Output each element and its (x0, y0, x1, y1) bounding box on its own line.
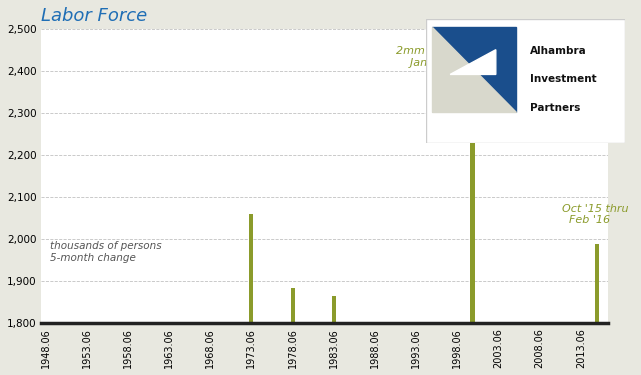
Text: Alhambra: Alhambra (529, 46, 587, 56)
Bar (331, 296, 336, 323)
Text: Labor Force: Labor Force (42, 7, 147, 25)
Polygon shape (450, 50, 496, 74)
FancyBboxPatch shape (432, 27, 516, 112)
Bar (470, 29, 474, 323)
Bar (290, 288, 295, 323)
Polygon shape (432, 27, 516, 112)
Text: thousands of persons
5-month change: thousands of persons 5-month change (50, 241, 162, 262)
Text: Investment: Investment (529, 74, 596, 84)
Text: Oct '15 thru
  Feb '16: Oct '15 thru Feb '16 (562, 204, 628, 225)
Text: 2mm discontinuity
    Jan '00: 2mm discontinuity Jan '00 (395, 46, 499, 68)
Text: Partners: Partners (529, 103, 580, 113)
FancyBboxPatch shape (426, 19, 625, 142)
Bar (249, 214, 253, 323)
Bar (595, 243, 599, 323)
Polygon shape (432, 27, 516, 112)
